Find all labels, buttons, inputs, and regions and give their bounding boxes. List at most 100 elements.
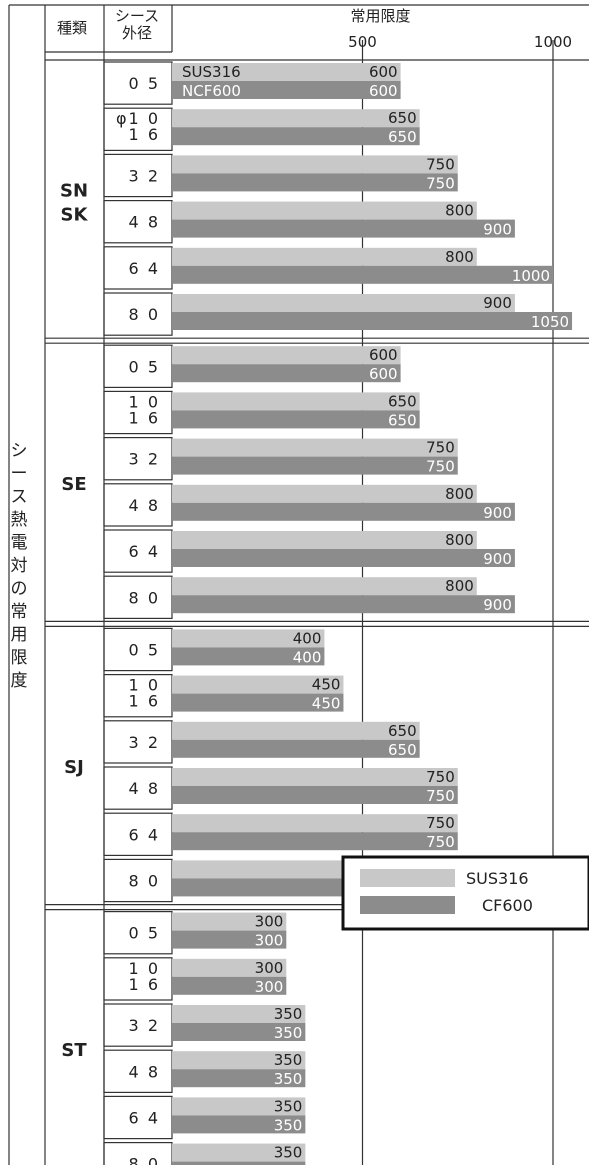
bar-sus316-2-4 [172, 814, 458, 833]
size-label-3-4: 6 4 [129, 1109, 160, 1128]
bar-sus316-0-4 [172, 247, 477, 266]
data-label-sus316-2-2: 650 [388, 722, 417, 740]
bar-ncf600-1-2 [172, 456, 458, 475]
data-label-sus316-0-2: 750 [426, 155, 455, 173]
size-label-3-2: 3 2 [129, 1016, 160, 1035]
bar-sus316-0-5 [172, 294, 515, 312]
bar-sus316-2-2 [172, 721, 420, 740]
size-label-1-5: 8 0 [129, 588, 160, 607]
data-label-sus316-0-3: 800 [445, 202, 474, 220]
size-label-a-2-1: 1 0 [129, 676, 160, 695]
data-label-ncf600-3-0: 300 [255, 932, 284, 950]
bar-sus316-1-2 [172, 438, 458, 457]
size-label-a-3-1: 1 0 [129, 959, 160, 978]
bar-sus316-1-0 [172, 346, 401, 365]
size-label-0-2: 3 2 [129, 167, 160, 186]
type-label-a-0: SN [60, 181, 88, 202]
bar-sus316-2-1 [172, 675, 344, 694]
size-label-1-0: 0 5 [129, 357, 160, 376]
size-label-a-1-1: 1 0 [129, 392, 160, 411]
size-label-2-0: 0 5 [129, 641, 160, 660]
type-header: 種類 [56, 19, 87, 37]
data-label-sus316-3-0: 300 [255, 913, 284, 931]
data-label-sus316-1-0: 600 [369, 346, 398, 364]
data-label-sus316-0-0: 600 [369, 63, 398, 81]
size-label-b-3-1: 1 6 [129, 975, 160, 994]
bar-ncf600-2-3 [172, 786, 458, 804]
size-label-1-3: 4 8 [129, 496, 160, 515]
x-tick-label-1000: 1000 [534, 33, 572, 51]
bar-sus316-3-2 [172, 1005, 306, 1023]
data-label-ncf600-3-2: 350 [274, 1024, 303, 1042]
bar-ncf600-0-0 [172, 81, 401, 99]
bar-ncf600-3-2 [172, 1023, 306, 1041]
data-label-sus316-1-5: 800 [445, 577, 474, 595]
bar-sus316-3-0 [172, 912, 287, 931]
legend-label-sus316: SUS316 [466, 869, 529, 888]
size-label-b-0-1: 1 6 [129, 125, 160, 144]
bar-ncf600-2-1 [172, 693, 344, 712]
bar-ncf600-1-4 [172, 549, 515, 567]
type-label-2: SJ [64, 757, 84, 778]
data-label-ncf600-2-0: 400 [293, 648, 322, 666]
type-label-1: SE [61, 474, 86, 495]
size-label-a-0-1: φ1 0 [116, 109, 160, 128]
data-label-ncf600-1-1: 650 [388, 411, 417, 429]
bar-ncf600-0-5 [172, 312, 573, 330]
data-label-ncf600-1-5: 900 [483, 596, 512, 614]
data-label-sus316-1-4: 800 [445, 531, 474, 549]
size-label-0-3: 4 8 [129, 213, 160, 232]
bar-ncf600-2-4 [172, 832, 458, 851]
bar-sus316-3-1 [172, 958, 287, 977]
data-label-ncf600-0-0: 600 [369, 82, 398, 100]
bar-sus316-0-1 [172, 109, 420, 128]
bar-sus316-1-1 [172, 392, 420, 411]
bar-sus316-1-3 [172, 484, 477, 503]
data-label-ncf600-0-4: 1000 [512, 267, 550, 285]
bar-ncf600-0-2 [172, 173, 458, 192]
bar-sus316-3-4 [172, 1097, 306, 1116]
bar-sus316-3-5 [172, 1143, 306, 1162]
data-label-sus316-1-2: 750 [426, 439, 455, 457]
type-label-b-0: SK [61, 205, 89, 226]
data-label-sus316-0-5: 900 [483, 294, 512, 312]
size-label-b-2-1: 1 6 [129, 692, 160, 711]
bar-ncf600-3-4 [172, 1115, 306, 1134]
data-label-ncf600-3-1: 300 [255, 978, 284, 996]
data-label-sus316-0-1: 650 [388, 109, 417, 127]
bar-ncf600-3-5 [172, 1161, 306, 1165]
sidebar-label: シース熱電対の常用限度 [10, 441, 28, 691]
data-label-sus316-1-3: 800 [445, 485, 474, 503]
bar-sus316-3-3 [172, 1051, 306, 1070]
chart-title: 常用限度 [350, 7, 411, 25]
bar-ncf600-1-0 [172, 364, 401, 383]
data-label-sus316-3-1: 300 [255, 959, 284, 977]
bar-ncf600-3-1 [172, 976, 287, 995]
size-label-3-5: 8 0 [129, 1155, 160, 1165]
size-label-1-2: 3 2 [129, 450, 160, 469]
data-label-ncf600-0-1: 650 [388, 128, 417, 146]
data-label-sus316-3-3: 350 [274, 1051, 303, 1069]
data-label-sus316-2-4: 750 [426, 814, 455, 832]
bar-ncf600-0-4 [172, 265, 553, 284]
data-label-ncf600-1-3: 900 [483, 504, 512, 522]
data-label-sus316-1-1: 650 [388, 392, 417, 410]
type-label-3: ST [61, 1040, 87, 1061]
data-label-ncf600-1-0: 600 [369, 365, 398, 383]
bar-ncf600-0-3 [172, 219, 515, 238]
x-tick-label-500: 500 [348, 33, 377, 51]
data-label-ncf600-1-4: 900 [483, 550, 512, 568]
bar-ncf600-2-0 [172, 647, 325, 666]
bar-ncf600-1-3 [172, 502, 515, 521]
bar-sus316-1-5 [172, 577, 477, 596]
sheath-header-line2: 外径 [121, 24, 152, 42]
data-label-ncf600-3-5: 350 [274, 1163, 303, 1165]
data-label-ncf600-2-4: 750 [426, 833, 455, 851]
size-label-b-1-1: 1 6 [129, 408, 160, 427]
legend-label-cf600: CF600 [482, 896, 533, 915]
size-label-1-4: 6 4 [129, 542, 160, 561]
data-label-ncf600-1-2: 750 [426, 458, 455, 476]
size-label-2-2: 3 2 [129, 733, 160, 752]
